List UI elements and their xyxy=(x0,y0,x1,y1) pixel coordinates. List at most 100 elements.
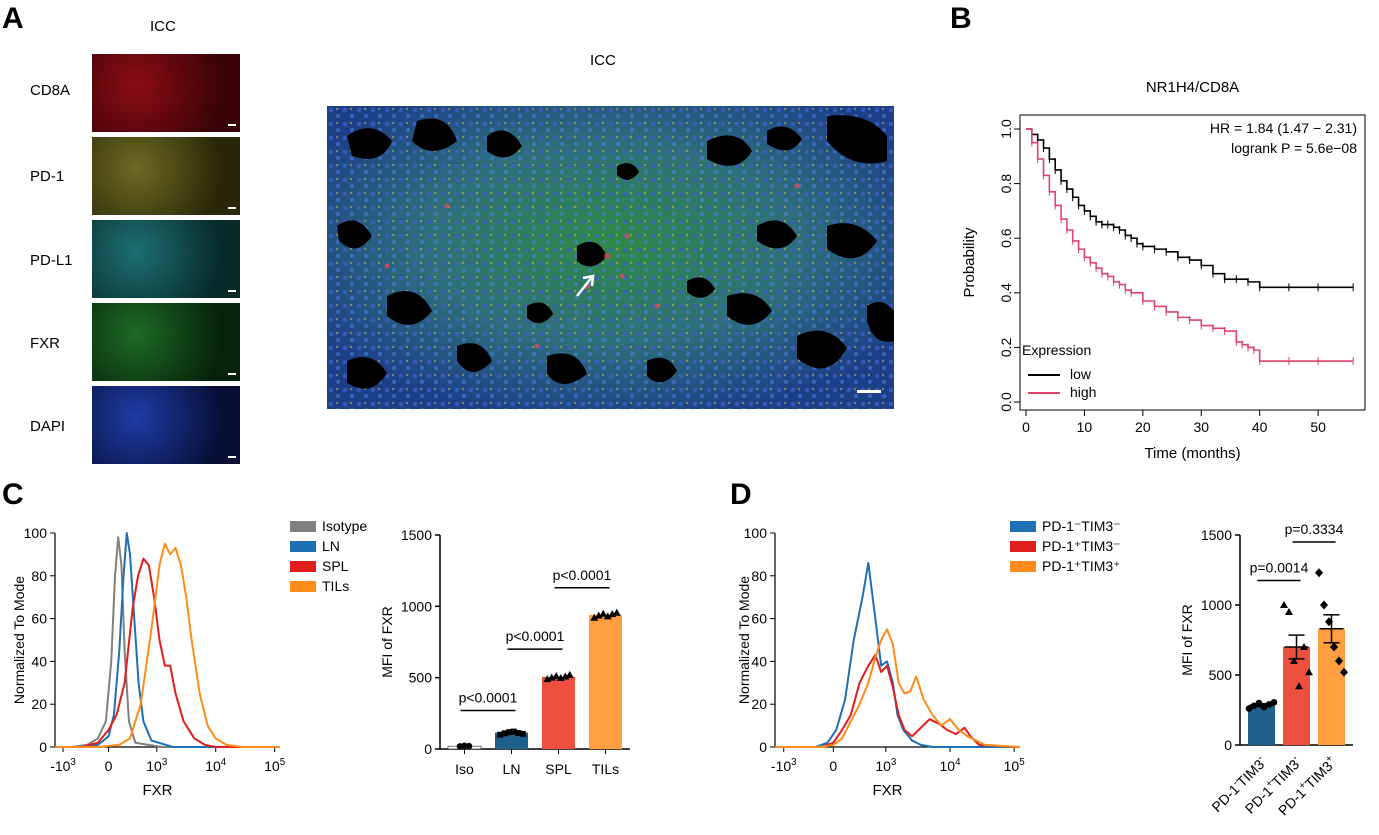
legend-swatch xyxy=(290,560,316,572)
hist-xtick-label-base: 10 xyxy=(1004,758,1020,774)
legend-swatch xyxy=(1010,561,1036,572)
bar-category-label: Iso xyxy=(455,761,474,777)
legend-swatch xyxy=(290,520,316,532)
hist-xtick-label-base: 10 xyxy=(939,758,955,774)
c-bar-chart: 0 500 1000 1500 MFI of FXR Iso LN SPL TILs p<0.00… xyxy=(379,527,630,777)
hist-ytick-label: 80 xyxy=(751,568,767,584)
legend-item: PD-1⁺TIM3⁻ xyxy=(1010,538,1121,555)
category-sup: - xyxy=(1230,778,1240,788)
hist-xtick-label: 105 xyxy=(264,757,286,774)
bar-category-label: TILs xyxy=(592,761,619,777)
tile-pd-1 xyxy=(92,137,240,215)
comparison-p-value: p<0.0001 xyxy=(553,567,612,583)
tile-scale-bar xyxy=(228,456,236,458)
km-xtick-label: 30 xyxy=(1193,419,1209,435)
data-point xyxy=(565,670,574,678)
km-xlabel: Time (months) xyxy=(1144,445,1240,462)
data-point xyxy=(1295,682,1303,690)
hist-xtick-label-base: -10 xyxy=(771,758,791,774)
merge-title: ICC xyxy=(590,52,616,69)
hist-ytick-label: 60 xyxy=(751,611,767,627)
bar-category-label: SPL xyxy=(545,761,572,777)
bar-ytick-label: 1000 xyxy=(401,598,432,614)
km-legend-label: high xyxy=(1070,384,1096,400)
km-ytick-label: 0.0 xyxy=(998,392,1014,412)
panel-letter-b: B xyxy=(950,2,972,35)
data-point xyxy=(1280,601,1288,608)
tile-pd-l1 xyxy=(92,220,240,298)
legend-label: PD-1⁻TIM3⁻ xyxy=(1042,518,1121,534)
hist-ytick-label: 80 xyxy=(31,568,47,584)
data-point xyxy=(1290,657,1298,664)
tile-fxr xyxy=(92,303,240,381)
category-sup: - xyxy=(1255,753,1265,763)
km-xtick-label: 0 xyxy=(1022,419,1030,435)
bar-ytick-label: 1500 xyxy=(401,527,432,543)
data-point xyxy=(1330,642,1338,652)
tile-label: PD-L1 xyxy=(30,252,73,269)
data-point xyxy=(1255,699,1263,707)
km-legend-label: low xyxy=(1070,366,1092,382)
hist-ytick-label: 100 xyxy=(24,525,48,541)
hist-line xyxy=(55,542,280,748)
data-point xyxy=(510,728,517,735)
tile-label: DAPI xyxy=(30,418,66,435)
data-point xyxy=(1315,568,1323,578)
hist-xtick-label-exp: 3 xyxy=(162,757,168,768)
bar-ytick-label: 500 xyxy=(409,670,433,686)
tile-label: PD-1 xyxy=(30,168,65,185)
hist-xtick-label: 103 xyxy=(875,757,897,774)
hist-ytick-label: 20 xyxy=(31,696,47,712)
data-point xyxy=(1265,701,1273,708)
hist-ytick-label: 0 xyxy=(759,739,767,755)
km-xtick-label: 40 xyxy=(1252,419,1268,435)
hist-ytick-label: 60 xyxy=(31,611,47,627)
hist-xtick-label-exp: 3 xyxy=(791,757,797,768)
hist-xtick-label-base: 10 xyxy=(875,758,891,774)
legend-swatch xyxy=(1010,541,1036,552)
data-point xyxy=(1245,705,1253,712)
legend-swatch xyxy=(290,580,316,592)
merged-image-red-cells xyxy=(384,183,800,349)
data-point xyxy=(1260,703,1268,711)
bar-ytick-label: 0 xyxy=(1224,737,1232,753)
hist-xtick-label-exp: 5 xyxy=(280,757,286,768)
legend-label: PD-1⁺TIM3⁺ xyxy=(1042,558,1121,574)
km-xtick-label: 50 xyxy=(1310,419,1326,435)
data-point xyxy=(1320,600,1328,610)
bar-ytick-label: 1500 xyxy=(1201,527,1232,543)
data-point xyxy=(465,742,473,750)
hist-line xyxy=(55,557,280,748)
hist-xtick-label-exp: 3 xyxy=(70,757,76,768)
hist-ytick-label: 40 xyxy=(31,653,47,669)
data-point xyxy=(1300,643,1308,650)
legend-swatch xyxy=(290,540,316,552)
hist-ylabel: Normalized To Mode xyxy=(736,576,752,704)
hist-xtick-label: -103 xyxy=(50,757,76,774)
data-point xyxy=(603,612,612,620)
comparison-p-value: p<0.0001 xyxy=(459,689,518,705)
tile-label: CD8A xyxy=(30,82,71,99)
legend-label: Isotype xyxy=(322,518,368,534)
panel-letter-a: A xyxy=(2,2,24,35)
merged-image xyxy=(327,106,894,409)
data-point xyxy=(594,611,603,619)
comparison-p-value: p=0.0014 xyxy=(1250,560,1309,576)
bar-category-label: LN xyxy=(503,761,521,777)
hist-ytick-label: 0 xyxy=(39,739,47,755)
data-point xyxy=(497,731,504,738)
hist-line xyxy=(775,628,1021,748)
legend-item: TILs xyxy=(290,578,349,594)
comparison-p-value: p=0.3334 xyxy=(1285,521,1344,537)
km-xtick-label: 10 xyxy=(1077,419,1093,435)
hist-xtick-label: 0 xyxy=(829,758,837,774)
tile-scale-bar xyxy=(228,290,236,292)
data-point xyxy=(1305,668,1313,676)
data-point xyxy=(1270,699,1278,706)
bar-ytick-label: 1000 xyxy=(1201,597,1232,613)
merged-image-arrow-icon xyxy=(576,274,595,297)
km-ytick-label: 0.4 xyxy=(998,283,1014,303)
hist-line xyxy=(55,536,280,748)
tile-dapi xyxy=(92,386,240,464)
